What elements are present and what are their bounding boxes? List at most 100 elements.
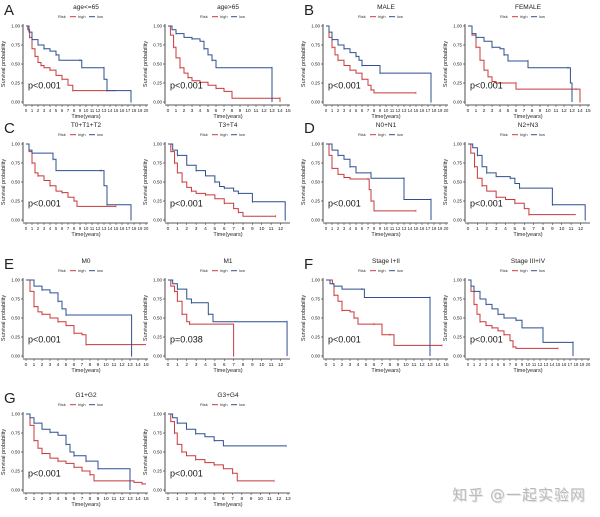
legend-title: Risk (200, 132, 208, 137)
x-tick-label: 4 (349, 108, 352, 113)
y-tick-label: 0.75 (153, 161, 162, 166)
legend-label-high: high (78, 14, 86, 19)
x-tick-label: 5 (213, 496, 216, 502)
x-tick-label: 4 (49, 108, 52, 113)
x-tick-label: 14 (135, 496, 141, 502)
x-tick-label: 0 (467, 226, 470, 232)
x-tick-label: 0 (167, 362, 170, 368)
legend-label-low: low (239, 268, 245, 273)
x-tick-label: 4 (204, 226, 207, 232)
x-tick-label: 15 (585, 108, 591, 114)
x-tick-label: 13 (402, 226, 407, 231)
x-tick-label: 11 (90, 108, 95, 113)
x-tick-label: 3 (491, 108, 494, 114)
x-axis-label: Time(years) (71, 502, 100, 508)
panel-title: FEMALE (515, 4, 542, 11)
x-tick-label: 4 (504, 226, 507, 232)
x-tick-label: 16 (420, 226, 425, 231)
x-tick-label: 7 (232, 362, 235, 368)
x-tick-label: 14 (550, 362, 555, 367)
x-tick-label: 5 (55, 108, 58, 113)
x-tick-label: 0 (25, 496, 28, 502)
panel-title: N2+N3 (518, 122, 539, 129)
km-curve-low (326, 279, 431, 356)
x-tick-label: 12 (396, 108, 401, 113)
x-tick-label: 9 (379, 108, 382, 113)
x-tick-label: 6 (223, 226, 226, 232)
x-tick-label: 9 (97, 362, 100, 368)
x-tick-label: 12 (278, 362, 284, 368)
x-tick-label: 3 (49, 496, 52, 502)
km-curve-high (326, 25, 416, 94)
x-tick-label: 8 (242, 362, 245, 368)
y-tick-label: 0.00 (311, 218, 320, 223)
y-tick-label: 0.25 (311, 335, 320, 340)
legend-label-high: high (220, 132, 228, 137)
y-tick-label: 0.75 (153, 43, 162, 48)
panel-title: Stage III+IV (511, 258, 546, 265)
x-tick-label: 1 (473, 362, 476, 367)
km-curve-high (26, 413, 146, 485)
x-tick-label: 0 (167, 108, 170, 114)
y-tick-label: 0.00 (11, 100, 20, 105)
y-tick-label: 0.25 (153, 81, 162, 86)
km-curve-high (26, 279, 146, 346)
x-tick-label: 18 (432, 226, 437, 231)
p-value: p<0.001 (328, 334, 361, 344)
x-tick-label: 8 (515, 362, 518, 367)
x-tick-label: 12 (578, 226, 584, 232)
y-axis-label: Survival probability (443, 41, 449, 87)
x-tick-label: 12 (119, 496, 125, 502)
y-tick-label: 0.25 (311, 81, 320, 86)
x-tick-label: 5 (207, 108, 210, 114)
y-tick-label: 0.00 (11, 354, 20, 359)
x-tick-label: 6 (515, 108, 518, 114)
legend-title: Risk (358, 14, 366, 19)
x-tick-label: 6 (361, 226, 364, 231)
x-tick-label: 11 (554, 108, 559, 114)
y-tick-label: 0.50 (453, 316, 462, 321)
x-tick-label: 7 (67, 226, 70, 231)
y-tick-label: 0.50 (311, 316, 320, 321)
km-panel: G3+G4 Risk high low 0.00 0.25 0.50 0.75 1.00 Surv… (143, 392, 291, 508)
y-tick-label: 1.00 (11, 142, 20, 147)
panel-letter: A (4, 2, 15, 19)
x-tick-label: 8 (389, 362, 392, 368)
x-tick-label: 19 (138, 226, 143, 231)
x-tick-label: 7 (367, 226, 370, 231)
x-tick-label: 5 (365, 362, 368, 368)
panel-letter: F (304, 256, 314, 273)
x-tick-label: 7 (231, 496, 234, 502)
x-tick-label: 7 (509, 362, 512, 367)
x-tick-label: 10 (103, 362, 109, 368)
x-tick-label: 1 (31, 226, 34, 231)
x-tick-label: 13 (127, 496, 133, 502)
legend: Risk high low (58, 268, 103, 273)
p-value: p<0.001 (170, 80, 203, 90)
x-tick-label: 13 (427, 362, 433, 368)
x-tick-label: 6 (61, 108, 64, 113)
legend-label-low: low (97, 268, 103, 273)
x-tick-label: 9 (539, 108, 542, 114)
x-tick-label: 10 (258, 496, 264, 502)
x-tick-label: 11 (390, 226, 395, 231)
x-axis-label: Time(years) (213, 114, 242, 120)
legend: Risk high low (200, 132, 245, 137)
km-curve-high (168, 143, 276, 217)
y-tick-label: 0.25 (11, 81, 20, 86)
x-axis-label: Time(years) (213, 232, 242, 238)
legend-label-low: low (239, 132, 245, 137)
panel-title: T0+T1+T2 (71, 122, 102, 129)
panel-title: M1 (223, 258, 232, 265)
km-curve-low (26, 413, 131, 490)
y-tick-label: 0.50 (153, 62, 162, 67)
x-axis-label: Time(years) (371, 232, 400, 238)
legend-label-low: low (397, 132, 403, 137)
x-tick-label: 15 (556, 362, 561, 367)
p-value: p<0.001 (28, 468, 61, 478)
y-tick-label: 0.25 (453, 81, 462, 86)
km-panel: FEMALE Risk high low 0.00 0.25 0.50 0.75 1.00 Sur… (443, 4, 591, 120)
x-tick-label: 1 (33, 362, 36, 368)
x-tick-label: 5 (507, 108, 510, 114)
y-axis-label: Survival probability (443, 295, 449, 341)
